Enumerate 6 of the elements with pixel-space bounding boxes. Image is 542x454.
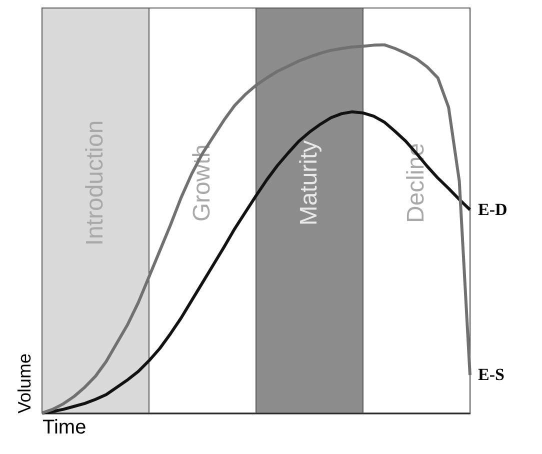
series-label: E-S [478, 365, 504, 384]
annotation: Decline [402, 142, 430, 224]
annotation: Maturity [296, 140, 322, 226]
series-label: E-D [478, 200, 508, 219]
y-axis-title: Volume [14, 353, 34, 414]
x-axis-title: Time [42, 416, 86, 438]
